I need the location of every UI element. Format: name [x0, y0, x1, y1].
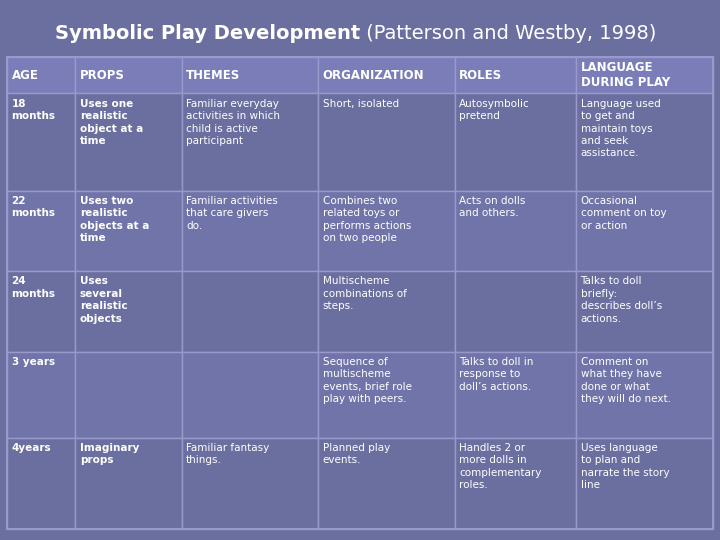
FancyBboxPatch shape: [181, 191, 318, 271]
Text: 3 years: 3 years: [12, 357, 55, 367]
FancyBboxPatch shape: [76, 57, 181, 93]
FancyBboxPatch shape: [76, 437, 181, 529]
FancyBboxPatch shape: [181, 57, 318, 93]
Text: Multischeme
combinations of
steps.: Multischeme combinations of steps.: [323, 276, 407, 311]
Text: 18
months: 18 months: [12, 99, 55, 121]
Text: Uses two
realistic
objects at a
time: Uses two realistic objects at a time: [80, 196, 149, 243]
FancyBboxPatch shape: [76, 191, 181, 271]
Text: Familiar fantasy
things.: Familiar fantasy things.: [186, 443, 269, 465]
Text: Short, isolated: Short, isolated: [323, 99, 399, 109]
Text: Uses
several
realistic
objects: Uses several realistic objects: [80, 276, 127, 323]
Text: ROLES: ROLES: [459, 69, 503, 82]
Text: Handles 2 or
more dolls in
complementary
roles.: Handles 2 or more dolls in complementary…: [459, 443, 541, 490]
FancyBboxPatch shape: [576, 437, 713, 529]
FancyBboxPatch shape: [318, 271, 455, 352]
FancyBboxPatch shape: [455, 437, 576, 529]
FancyBboxPatch shape: [181, 271, 318, 352]
Text: Uses one
realistic
object at a
time: Uses one realistic object at a time: [80, 99, 143, 146]
FancyBboxPatch shape: [318, 352, 455, 437]
FancyBboxPatch shape: [318, 57, 455, 93]
FancyBboxPatch shape: [576, 93, 713, 191]
FancyBboxPatch shape: [455, 352, 576, 437]
FancyBboxPatch shape: [181, 437, 318, 529]
Text: Talks to doll in
response to
doll’s actions.: Talks to doll in response to doll’s acti…: [459, 357, 534, 392]
FancyBboxPatch shape: [455, 271, 576, 352]
FancyBboxPatch shape: [455, 57, 576, 93]
Text: Familiar everyday
activities in which
child is active
participant: Familiar everyday activities in which ch…: [186, 99, 280, 146]
Text: THEMES: THEMES: [186, 69, 240, 82]
Text: Combines two
related toys or
performs actions
on two people: Combines two related toys or performs ac…: [323, 196, 411, 243]
FancyBboxPatch shape: [181, 352, 318, 437]
FancyBboxPatch shape: [576, 191, 713, 271]
Text: Imaginary
props: Imaginary props: [80, 443, 139, 465]
Text: Planned play
events.: Planned play events.: [323, 443, 390, 465]
Text: Comment on
what they have
done or what
they will do next.: Comment on what they have done or what t…: [580, 357, 670, 404]
FancyBboxPatch shape: [7, 352, 76, 437]
Text: (Patterson and Westby, 1998): (Patterson and Westby, 1998): [360, 24, 657, 43]
FancyBboxPatch shape: [576, 271, 713, 352]
Text: AGE: AGE: [12, 69, 38, 82]
Text: Uses language
to plan and
narrate the story
line: Uses language to plan and narrate the st…: [580, 443, 669, 490]
FancyBboxPatch shape: [76, 271, 181, 352]
FancyBboxPatch shape: [318, 191, 455, 271]
Text: 4years: 4years: [12, 443, 51, 453]
FancyBboxPatch shape: [318, 437, 455, 529]
FancyBboxPatch shape: [7, 437, 76, 529]
Text: Autosymbolic
pretend: Autosymbolic pretend: [459, 99, 530, 121]
FancyBboxPatch shape: [7, 191, 76, 271]
FancyBboxPatch shape: [181, 93, 318, 191]
FancyBboxPatch shape: [576, 57, 713, 93]
Text: Acts on dolls
and others.: Acts on dolls and others.: [459, 196, 526, 218]
Text: 24
months: 24 months: [12, 276, 55, 299]
FancyBboxPatch shape: [455, 191, 576, 271]
FancyBboxPatch shape: [455, 93, 576, 191]
FancyBboxPatch shape: [7, 271, 76, 352]
Text: Familiar activities
that care givers
do.: Familiar activities that care givers do.: [186, 196, 278, 231]
Text: ORGANIZATION: ORGANIZATION: [323, 69, 424, 82]
Text: Language used
to get and
maintain toys
and seek
assistance.: Language used to get and maintain toys a…: [580, 99, 660, 158]
FancyBboxPatch shape: [7, 57, 76, 93]
Text: Sequence of
multischeme
events, brief role
play with peers.: Sequence of multischeme events, brief ro…: [323, 357, 412, 404]
FancyBboxPatch shape: [7, 93, 76, 191]
Text: Occasional
comment on toy
or action: Occasional comment on toy or action: [580, 196, 666, 231]
FancyBboxPatch shape: [76, 93, 181, 191]
Text: Talks to doll
briefly:
describes doll’s
actions.: Talks to doll briefly: describes doll’s …: [580, 276, 662, 323]
FancyBboxPatch shape: [76, 352, 181, 437]
Text: 22
months: 22 months: [12, 196, 55, 218]
Text: LANGUAGE
DURING PLAY: LANGUAGE DURING PLAY: [580, 61, 670, 89]
FancyBboxPatch shape: [318, 93, 455, 191]
FancyBboxPatch shape: [576, 352, 713, 437]
Text: Symbolic Play Development: Symbolic Play Development: [55, 24, 360, 43]
Text: PROPS: PROPS: [80, 69, 125, 82]
